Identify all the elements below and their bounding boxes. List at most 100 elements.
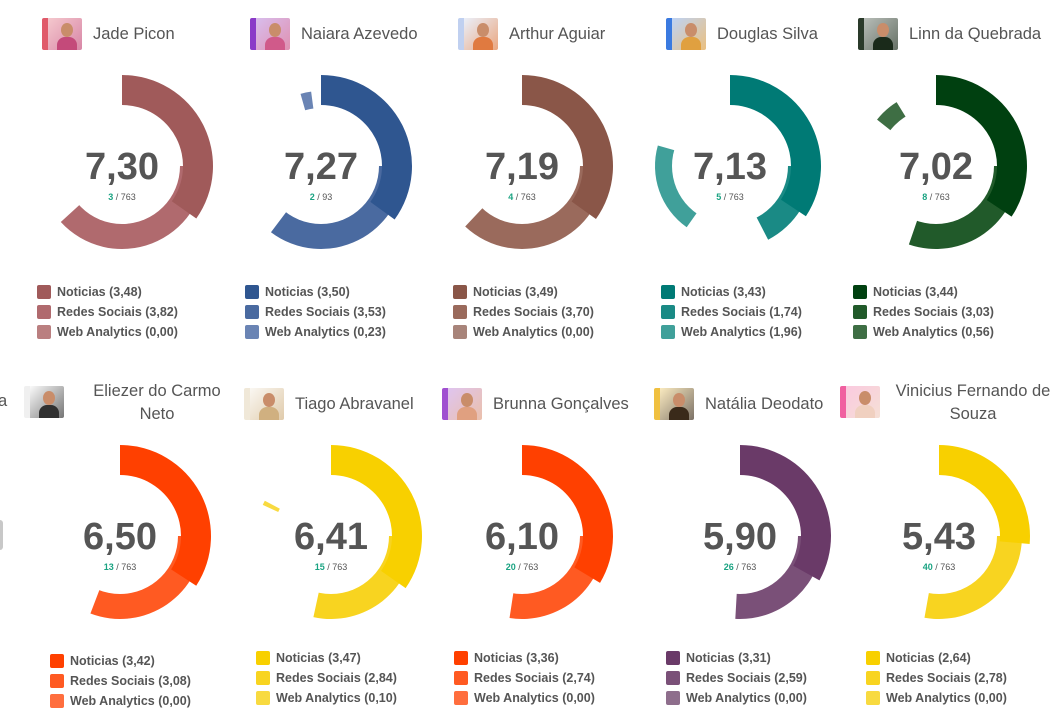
- legend-item-noticias[interactable]: Noticias (3,31): [666, 648, 807, 668]
- donut-arc-noticias[interactable]: [939, 445, 1030, 544]
- candidate-name-line: Neto: [139, 405, 175, 423]
- legend-item-noticias[interactable]: Noticias (3,48): [37, 282, 178, 302]
- legend-item-redes-sociais[interactable]: Redes Sociais (2,59): [666, 668, 807, 688]
- legend-item-noticias[interactable]: Noticias (3,47): [256, 648, 397, 668]
- legend-item-noticias[interactable]: Noticias (3,49): [453, 282, 594, 302]
- avatar: [458, 18, 498, 50]
- legend-item-noticias[interactable]: Noticias (3,50): [245, 282, 386, 302]
- rank-number: 5: [716, 192, 721, 202]
- donut-arc-noticias[interactable]: [936, 75, 1027, 217]
- legend-item-web-analytics[interactable]: Web Analytics (0,10): [256, 688, 397, 708]
- legend-swatch: [453, 325, 467, 339]
- legend-swatch: [256, 651, 270, 665]
- candidate-name: Eliezer do Carmo Neto: [72, 380, 242, 426]
- donut-arc-noticias[interactable]: [730, 75, 821, 217]
- donut-arc-noticias[interactable]: [522, 445, 613, 583]
- donut-arc-redes-sociais[interactable]: [60, 166, 206, 249]
- avatar-body: [669, 407, 689, 420]
- donut-arc-noticias[interactable]: [740, 445, 831, 581]
- donut-center: [881, 478, 997, 594]
- legend-item-web-analytics[interactable]: Web Analytics (0,00): [866, 688, 1007, 708]
- chart-legend: Noticias (3,42) Redes Sociais (3,08) Web A…: [50, 651, 191, 711]
- legend-swatch: [256, 671, 270, 685]
- rank-label: 26 / 763: [724, 562, 757, 572]
- legend-item-web-analytics[interactable]: Web Analytics (0,23): [245, 322, 386, 342]
- legend-item-web-analytics[interactable]: Web Analytics (0,56): [853, 322, 994, 342]
- avatar-face: [477, 23, 489, 37]
- legend-label: Noticias (3,44): [873, 285, 958, 299]
- legend-item-web-analytics[interactable]: Web Analytics (0,00): [37, 322, 178, 342]
- legend-item-web-analytics[interactable]: Web Analytics (0,00): [453, 322, 594, 342]
- legend-item-web-analytics[interactable]: Web Analytics (0,00): [50, 691, 191, 711]
- avatar-color-strip: [654, 388, 660, 420]
- avatar-color-strip: [458, 18, 464, 50]
- legend-item-redes-sociais[interactable]: Redes Sociais (3,70): [453, 302, 594, 322]
- legend-label: Web Analytics (0,00): [57, 325, 178, 339]
- donut-arc-noticias[interactable]: [120, 445, 211, 586]
- chart-legend: Noticias (3,31) Redes Sociais (2,59) Web A…: [666, 648, 807, 708]
- donut-arc-redes-sociais[interactable]: [270, 166, 404, 249]
- candidate-header: Tiago Abravanel: [222, 370, 432, 430]
- avatar-body: [259, 407, 279, 420]
- legend-swatch: [661, 305, 675, 319]
- score-donut-chart: 7,30 3 / 763: [60, 75, 213, 249]
- rank-total: / 763: [513, 192, 536, 202]
- legend-item-web-analytics[interactable]: Web Analytics (1,96): [661, 322, 802, 342]
- candidate-name: Naiara Azevedo: [301, 25, 418, 43]
- donut-arc-redes-sociais[interactable]: [908, 166, 1019, 249]
- legend-swatch: [37, 285, 51, 299]
- avatar-color-strip: [42, 18, 48, 50]
- rank-number: 40: [923, 562, 933, 572]
- legend-item-redes-sociais[interactable]: Redes Sociais (2,84): [256, 668, 397, 688]
- legend-item-web-analytics[interactable]: Web Analytics (0,00): [454, 688, 595, 708]
- donut-arc-noticias[interactable]: [122, 75, 213, 219]
- legend-item-redes-sociais[interactable]: Redes Sociais (2,74): [454, 668, 595, 688]
- score-value: 7,30: [85, 146, 159, 188]
- avatar-face: [43, 391, 55, 405]
- legend-swatch: [666, 691, 680, 705]
- legend-item-redes-sociais[interactable]: Redes Sociais (2,78): [866, 668, 1007, 688]
- legend-swatch: [853, 325, 867, 339]
- rank-total: / 763: [516, 562, 539, 572]
- legend-item-redes-sociais[interactable]: Redes Sociais (1,74): [661, 302, 802, 322]
- legend-swatch: [454, 691, 468, 705]
- legend-item-redes-sociais[interactable]: Redes Sociais (3,53): [245, 302, 386, 322]
- legend-item-redes-sociais[interactable]: Redes Sociais (3,08): [50, 671, 191, 691]
- donut-center: [263, 108, 379, 224]
- donut-arc-redes-sociais[interactable]: [90, 536, 203, 619]
- donut-arc-redes-sociais[interactable]: [924, 536, 1022, 619]
- donut-arc-noticias[interactable]: [522, 75, 613, 220]
- legend-item-redes-sociais[interactable]: Redes Sociais (3,82): [37, 302, 178, 322]
- legend-label: Web Analytics (0,23): [265, 325, 386, 339]
- legend-swatch: [666, 671, 680, 685]
- legend-label: Noticias (3,47): [276, 651, 361, 665]
- legend-item-noticias[interactable]: Noticias (3,44): [853, 282, 994, 302]
- candidate-header: Naiara Azevedo: [228, 0, 438, 60]
- legend-label: Redes Sociais (3,08): [70, 674, 191, 688]
- legend-item-redes-sociais[interactable]: Redes Sociais (3,03): [853, 302, 994, 322]
- avatar-photo: [48, 18, 82, 50]
- legend-item-noticias[interactable]: Noticias (3,36): [454, 648, 595, 668]
- avatar-photo: [672, 18, 706, 50]
- donut-arc-redes-sociais[interactable]: [465, 166, 605, 249]
- donut-center: [878, 108, 994, 224]
- avatar: [840, 386, 880, 418]
- legend-item-noticias[interactable]: Noticias (3,43): [661, 282, 802, 302]
- donut-arc-noticias[interactable]: [321, 75, 413, 220]
- avatar-face: [859, 391, 871, 405]
- chart-legend: Noticias (2,64) Redes Sociais (2,78) Web A…: [866, 648, 1007, 708]
- legend-swatch: [256, 691, 270, 705]
- legend-item-web-analytics[interactable]: Web Analytics (0,00): [666, 688, 807, 708]
- candidate-header: Jade Picon: [20, 0, 230, 60]
- avatar-body: [265, 37, 285, 50]
- candidate-name-line: Eliezer do Carmo: [93, 382, 221, 400]
- legend-item-noticias[interactable]: Noticias (2,64): [866, 648, 1007, 668]
- legend-label: Noticias (3,49): [473, 285, 558, 299]
- score-value: 6,41: [294, 516, 368, 558]
- score-donut-chart: 7,02 8 / 763: [877, 75, 1027, 249]
- legend-swatch: [661, 325, 675, 339]
- legend-label: Web Analytics (0,00): [686, 691, 807, 705]
- legend-item-noticias[interactable]: Noticias (3,42): [50, 651, 191, 671]
- donut-arc-noticias[interactable]: [331, 445, 423, 589]
- score-donut-chart: 5,43 40 / 763: [881, 445, 1030, 619]
